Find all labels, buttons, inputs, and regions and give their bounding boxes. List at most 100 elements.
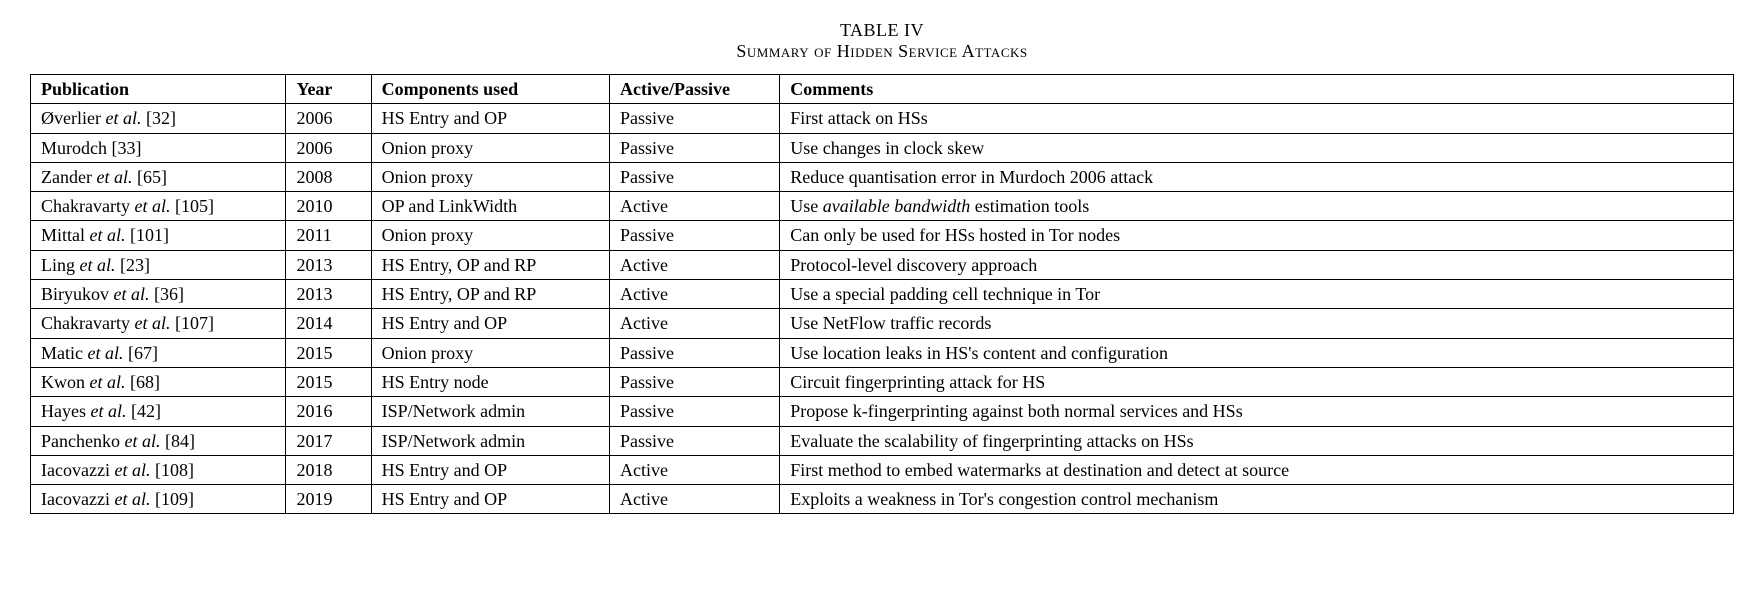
table-row: Iacovazzi et al. [109]2019HS Entry and O…	[31, 485, 1734, 514]
et-al: et al.	[80, 255, 116, 275]
header-active-passive: Active/Passive	[609, 75, 779, 104]
author-name: Panchenko	[41, 431, 120, 451]
comment-text: Use	[790, 196, 823, 216]
citation-ref: [107]	[175, 313, 214, 333]
table-row: Mittal et al. [101]2011Onion proxyPassiv…	[31, 221, 1734, 250]
cell-publication: Mittal et al. [101]	[31, 221, 286, 250]
cell-year: 2017	[286, 426, 371, 455]
cell-active-passive: Active	[609, 455, 779, 484]
author-name: Hayes	[41, 401, 86, 421]
cell-active-passive: Active	[609, 250, 779, 279]
table-row: Murodch [33]2006Onion proxyPassiveUse ch…	[31, 133, 1734, 162]
cell-components: HS Entry, OP and RP	[371, 280, 609, 309]
cell-comments: Use a special padding cell technique in …	[780, 280, 1734, 309]
cell-components: Onion proxy	[371, 162, 609, 191]
author-name: Matic	[41, 343, 83, 363]
cell-active-passive: Active	[609, 309, 779, 338]
cell-publication: Iacovazzi et al. [108]	[31, 455, 286, 484]
cell-year: 2019	[286, 485, 371, 514]
citation-ref: [108]	[155, 460, 194, 480]
cell-components: HS Entry and OP	[371, 104, 609, 133]
cell-active-passive: Active	[609, 485, 779, 514]
et-al: et al.	[96, 167, 132, 187]
header-year: Year	[286, 75, 371, 104]
et-al: et al.	[134, 313, 170, 333]
table-body: Øverlier et al. [32]2006HS Entry and OPP…	[31, 104, 1734, 514]
cell-publication: Kwon et al. [68]	[31, 367, 286, 396]
cell-active-passive: Active	[609, 192, 779, 221]
cell-active-passive: Passive	[609, 221, 779, 250]
comment-text: Use a special padding cell technique in …	[790, 284, 1100, 304]
cell-components: HS Entry and OP	[371, 485, 609, 514]
table-row: Kwon et al. [68]2015HS Entry nodePassive…	[31, 367, 1734, 396]
author-name: Murodch	[41, 138, 107, 158]
comment-text: Evaluate the scalability of fingerprinti…	[790, 431, 1193, 451]
author-name: Biryukov	[41, 284, 109, 304]
comment-text: Exploits a weakness in Tor's congestion …	[790, 489, 1218, 509]
cell-publication: Øverlier et al. [32]	[31, 104, 286, 133]
citation-ref: [84]	[165, 431, 195, 451]
table-row: Biryukov et al. [36]2013HS Entry, OP and…	[31, 280, 1734, 309]
et-al: et al.	[88, 343, 124, 363]
author-name: Øverlier	[41, 108, 101, 128]
comment-text: Protocol-level discovery approach	[790, 255, 1037, 275]
cell-publication: Iacovazzi et al. [109]	[31, 485, 286, 514]
comment-text: Propose k-fingerprinting against both no…	[790, 401, 1242, 421]
table-row: Ling et al. [23]2013HS Entry, OP and RPA…	[31, 250, 1734, 279]
cell-publication: Chakravarty et al. [107]	[31, 309, 286, 338]
author-name: Zander	[41, 167, 92, 187]
table-row: Zander et al. [65]2008Onion proxyPassive…	[31, 162, 1734, 191]
table-number: TABLE IV	[30, 20, 1734, 41]
et-al: et al.	[124, 431, 160, 451]
comment-text: Use NetFlow traffic records	[790, 313, 991, 333]
citation-ref: [67]	[128, 343, 158, 363]
comment-text: Use changes in clock skew	[790, 138, 984, 158]
comment-text: Use location leaks in HS's content and c…	[790, 343, 1168, 363]
table-row: Iacovazzi et al. [108]2018HS Entry and O…	[31, 455, 1734, 484]
table-row: Chakravarty et al. [105]2010OP and LinkW…	[31, 192, 1734, 221]
cell-publication: Chakravarty et al. [105]	[31, 192, 286, 221]
cell-year: 2010	[286, 192, 371, 221]
header-components: Components used	[371, 75, 609, 104]
table-row: Chakravarty et al. [107]2014HS Entry and…	[31, 309, 1734, 338]
citation-ref: [42]	[131, 401, 161, 421]
citation-ref: [101]	[130, 225, 169, 245]
cell-comments: Use available bandwidth estimation tools	[780, 192, 1734, 221]
cell-active-passive: Passive	[609, 397, 779, 426]
cell-components: Onion proxy	[371, 133, 609, 162]
cell-comments: Can only be used for HSs hosted in Tor n…	[780, 221, 1734, 250]
header-comments: Comments	[780, 75, 1734, 104]
cell-comments: Circuit fingerprinting attack for HS	[780, 367, 1734, 396]
cell-active-passive: Passive	[609, 133, 779, 162]
cell-publication: Biryukov et al. [36]	[31, 280, 286, 309]
cell-publication: Hayes et al. [42]	[31, 397, 286, 426]
cell-year: 2016	[286, 397, 371, 426]
citation-ref: [65]	[137, 167, 167, 187]
cell-year: 2008	[286, 162, 371, 191]
cell-comments: Use changes in clock skew	[780, 133, 1734, 162]
et-al: et al.	[114, 284, 150, 304]
cell-year: 2014	[286, 309, 371, 338]
cell-components: HS Entry and OP	[371, 309, 609, 338]
et-al: et al.	[90, 401, 126, 421]
et-al: et al.	[114, 460, 150, 480]
author-name: Ling	[41, 255, 75, 275]
author-name: Iacovazzi	[41, 460, 110, 480]
cell-publication: Panchenko et al. [84]	[31, 426, 286, 455]
citation-ref: [105]	[175, 196, 214, 216]
cell-year: 2018	[286, 455, 371, 484]
cell-year: 2011	[286, 221, 371, 250]
header-publication: Publication	[31, 75, 286, 104]
cell-active-passive: Passive	[609, 338, 779, 367]
cell-components: Onion proxy	[371, 221, 609, 250]
cell-comments: Propose k-fingerprinting against both no…	[780, 397, 1734, 426]
cell-comments: Use NetFlow traffic records	[780, 309, 1734, 338]
table-row: Hayes et al. [42]2016ISP/Network adminPa…	[31, 397, 1734, 426]
et-al: et al.	[134, 196, 170, 216]
cell-comments: Use location leaks in HS's content and c…	[780, 338, 1734, 367]
cell-components: HS Entry node	[371, 367, 609, 396]
cell-components: Onion proxy	[371, 338, 609, 367]
citation-ref: [109]	[155, 489, 194, 509]
author-name: Kwon	[41, 372, 85, 392]
author-name: Iacovazzi	[41, 489, 110, 509]
